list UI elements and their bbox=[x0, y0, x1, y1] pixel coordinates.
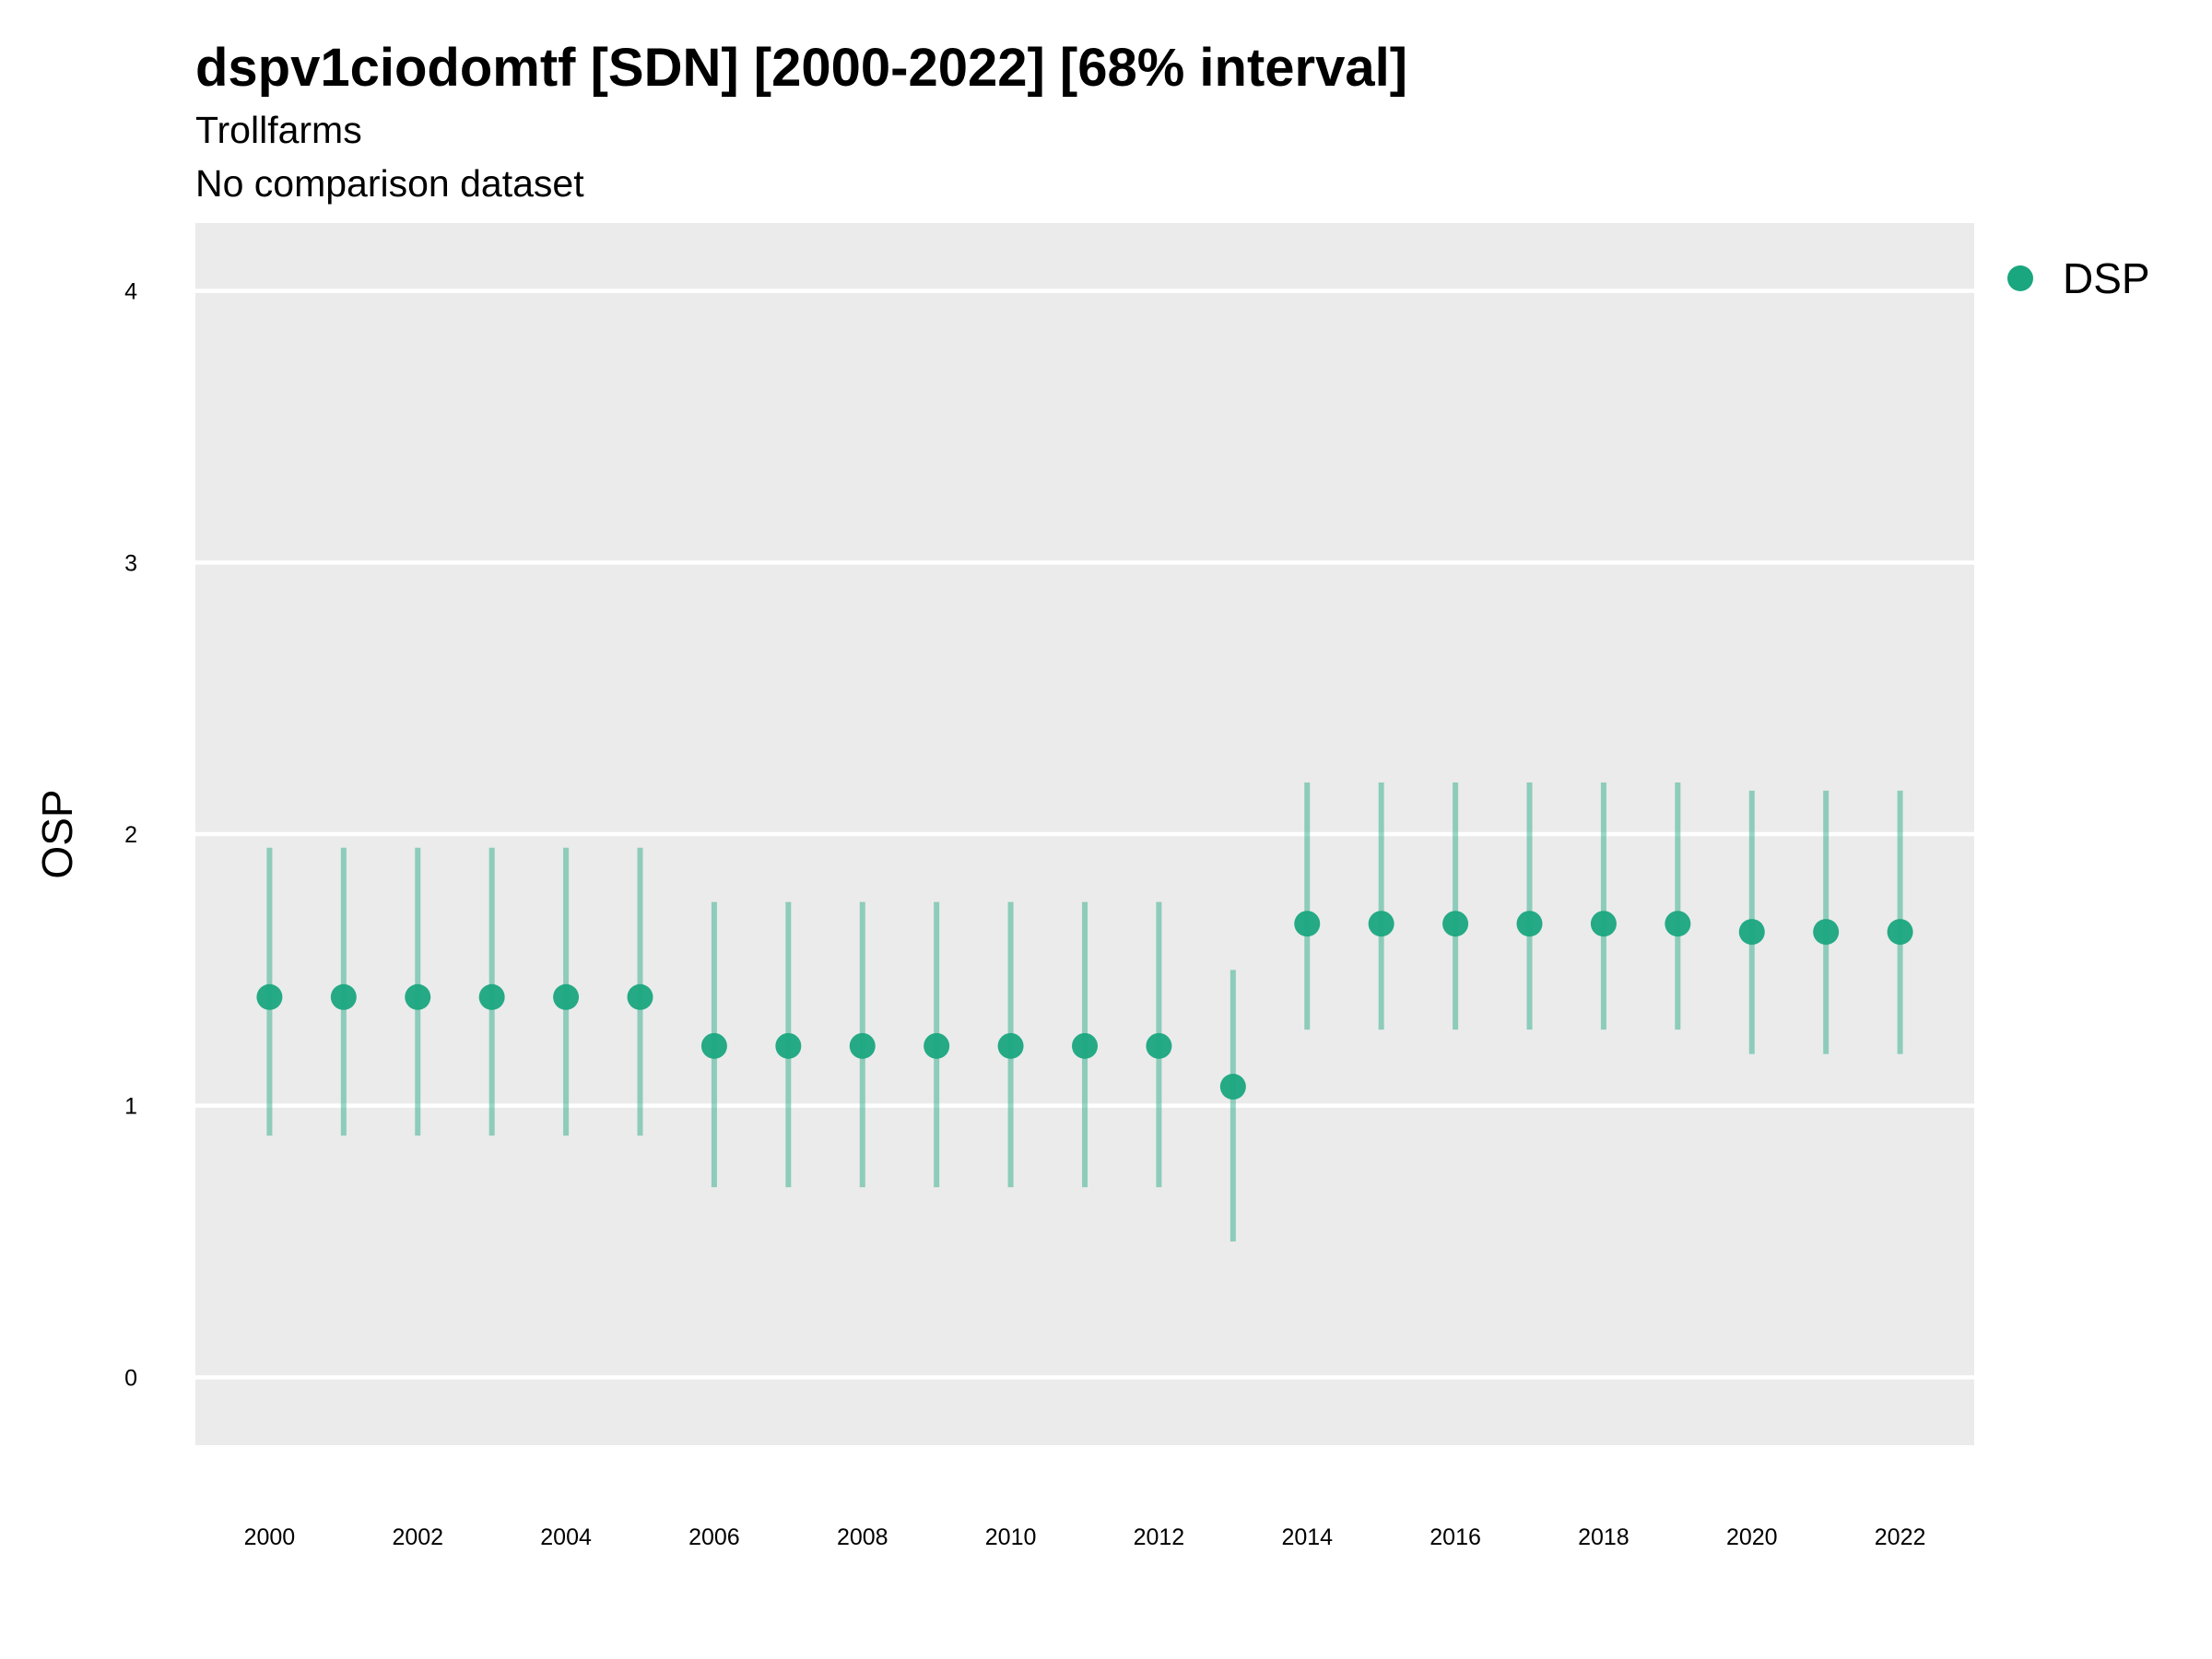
data-point-2006 bbox=[700, 1032, 727, 1059]
y-axis-ticks: 0 1 2 3 4 bbox=[124, 279, 137, 1392]
x-tick-label: 2018 bbox=[1578, 1524, 1630, 1550]
x-tick-label: 2012 bbox=[1134, 1524, 1185, 1550]
legend: DSP bbox=[2007, 254, 2150, 302]
legend-label-dsp: DSP bbox=[2063, 254, 2150, 302]
data-point-2018 bbox=[1590, 911, 1617, 937]
data-point-2013 bbox=[1219, 1074, 1246, 1100]
data-point-2008 bbox=[849, 1032, 876, 1059]
x-tick-label: 2006 bbox=[688, 1524, 740, 1550]
data-point-2015 bbox=[1368, 911, 1394, 937]
chart-subtitle-line-2: No comparison dataset bbox=[195, 162, 584, 205]
data-point-2003 bbox=[478, 983, 505, 1010]
data-point-2012 bbox=[1146, 1032, 1172, 1059]
x-tick-label: 2002 bbox=[392, 1524, 443, 1550]
data-point-2011 bbox=[1072, 1032, 1098, 1059]
data-point-2021 bbox=[1813, 919, 1840, 946]
data-point-2010 bbox=[997, 1032, 1024, 1059]
y-axis-label: OSP bbox=[33, 789, 81, 878]
x-tick-label: 2004 bbox=[540, 1524, 592, 1550]
x-tick-label: 2014 bbox=[1281, 1524, 1333, 1550]
y-tick-label: 0 bbox=[124, 1365, 137, 1391]
gridlines bbox=[195, 288, 1974, 1380]
data-point-2002 bbox=[405, 983, 431, 1010]
data-point-2004 bbox=[553, 983, 580, 1010]
y-tick-label: 2 bbox=[124, 822, 137, 848]
data-point-2001 bbox=[330, 983, 357, 1010]
data-point-2020 bbox=[1738, 919, 1765, 946]
y-tick-label: 1 bbox=[124, 1094, 137, 1120]
data-point-2019 bbox=[1665, 911, 1691, 937]
data-point-2005 bbox=[627, 983, 653, 1010]
x-tick-label: 2008 bbox=[837, 1524, 888, 1550]
data-point-2017 bbox=[1516, 911, 1543, 937]
data-point-2009 bbox=[924, 1032, 950, 1059]
chart-subtitle-line-1: Trollfarms bbox=[195, 109, 362, 151]
data-point-2000 bbox=[256, 983, 283, 1010]
x-axis-ticks: 2000 2002 2004 2006 2008 2010 2012 2014 2016 2018… bbox=[244, 1524, 1926, 1550]
x-tick-label: 2022 bbox=[1875, 1524, 1926, 1550]
x-tick-label: 2000 bbox=[244, 1524, 296, 1550]
data-point-2007 bbox=[775, 1032, 802, 1059]
point-estimates bbox=[256, 911, 1913, 1100]
y-tick-label: 4 bbox=[124, 279, 137, 305]
chart-title: dspv1ciodomtf [SDN] [2000-2022] [68% int… bbox=[195, 38, 1407, 98]
y-tick-label: 3 bbox=[124, 550, 137, 576]
x-tick-label: 2010 bbox=[985, 1524, 1037, 1550]
x-tick-label: 2016 bbox=[1430, 1524, 1481, 1550]
data-point-2014 bbox=[1294, 911, 1321, 937]
legend-marker-dsp bbox=[2007, 265, 2033, 291]
x-tick-label: 2020 bbox=[1726, 1524, 1778, 1550]
data-point-2016 bbox=[1442, 911, 1469, 937]
data-point-2022 bbox=[1887, 919, 1913, 946]
